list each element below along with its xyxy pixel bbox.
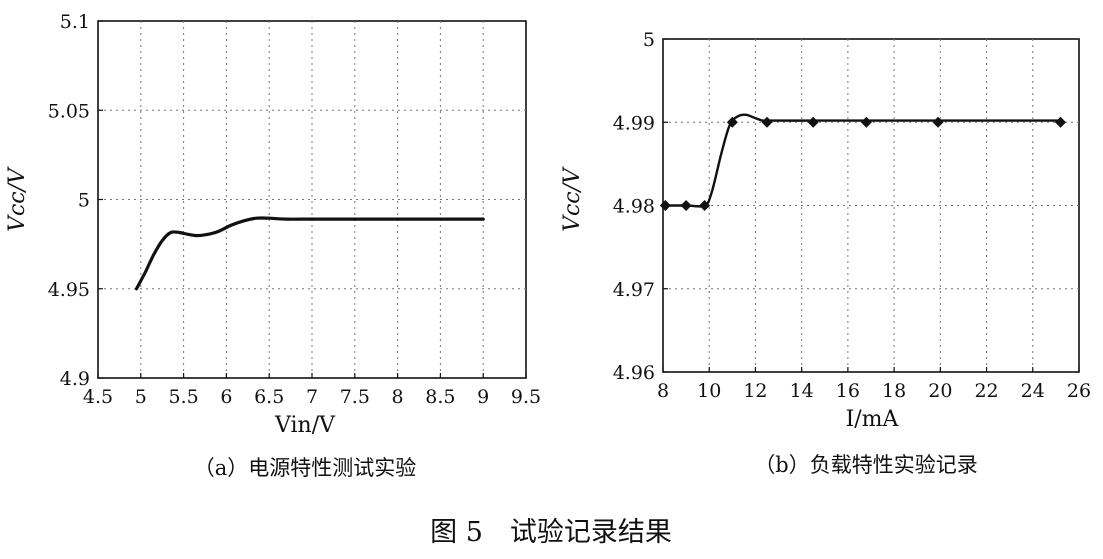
x-tick-label: 10 — [697, 380, 721, 402]
x-tick-label: 7.5 — [340, 386, 370, 408]
chart-a-grid — [97, 20, 527, 379]
data-point-marker — [659, 200, 671, 211]
chart-b-series-line — [665, 113, 1061, 208]
x-tick-label: 9 — [477, 386, 489, 408]
y-tick-label: 5 — [643, 29, 655, 51]
x-tick-label: 9.5 — [511, 386, 541, 408]
y-tick-label: 5 — [78, 190, 90, 212]
x-tick-label: 22 — [974, 380, 998, 402]
x-tick-label: 6 — [220, 386, 232, 408]
data-point-marker — [807, 116, 819, 128]
chart-a-xlabel: Vin/V — [274, 413, 336, 438]
chart-b: 8 10 12 14 16 18 20 22 24 26 4.96 4.97 4.98 4.99 5 Vcc… — [560, 29, 1091, 477]
chart-a: 4.5 5 5.5 6 6.5 7 7.5 8 8.5 9 9.5 4.9 4.95 5 5.05 5.1 V… — [5, 11, 541, 480]
chart-a-plot-frame — [97, 20, 527, 379]
chart-b-caption: （b）负载特性实验记录 — [754, 453, 977, 477]
figure-caption: 图 5 试验记录结果 — [430, 517, 672, 548]
y-tick-label: 4.98 — [613, 196, 655, 218]
x-tick-label: 26 — [1067, 380, 1091, 402]
x-tick-label: 18 — [882, 380, 906, 402]
x-tick-label: 6.5 — [254, 386, 284, 408]
data-point-marker — [680, 200, 692, 211]
x-tick-label: 24 — [1021, 380, 1045, 402]
data-point-marker — [1055, 116, 1067, 128]
chart-b-tick-labels: 8 10 12 14 16 18 20 22 24 26 4.96 4.97 4.98 4.99 5 — [613, 29, 1091, 402]
y-tick-label: 4.96 — [613, 362, 655, 384]
y-tick-label: 4.9 — [60, 368, 90, 390]
data-point-marker — [761, 116, 773, 128]
chart-b-ylabel: Vcc/V — [560, 166, 585, 232]
y-tick-label: 5.1 — [60, 11, 90, 33]
x-tick-label: 14 — [790, 380, 814, 402]
chart-a-series-line — [134, 216, 485, 291]
x-tick-label: 4.5 — [83, 386, 113, 408]
x-tick-label: 12 — [743, 380, 767, 402]
data-point-marker — [699, 200, 711, 211]
data-point-marker — [726, 116, 738, 128]
y-tick-label: 5.05 — [48, 100, 90, 122]
chart-b-xlabel: I/mA — [846, 407, 900, 432]
x-tick-label: 7 — [306, 386, 318, 408]
x-tick-label: 5 — [135, 386, 147, 408]
x-tick-label: 8.5 — [425, 386, 455, 408]
y-tick-label: 4.97 — [613, 279, 655, 301]
x-tick-label: 16 — [836, 380, 860, 402]
x-tick-label: 8 — [657, 380, 669, 402]
chart-a-tick-labels: 4.5 5 5.5 6 6.5 7 7.5 8 8.5 9 9.5 4.9 4.95 5 5.05 5.1 — [48, 11, 541, 408]
x-tick-label: 20 — [928, 380, 952, 402]
chart-b-grid — [662, 38, 1080, 373]
data-point-marker — [932, 116, 944, 128]
data-point-marker — [860, 116, 872, 128]
x-tick-label: 5.5 — [168, 386, 198, 408]
chart-b-markers — [659, 116, 1067, 211]
chart-b-plot-frame — [662, 38, 1080, 373]
y-tick-label: 4.99 — [613, 112, 655, 134]
chart-a-caption: （a）电源特性测试实验 — [194, 456, 417, 480]
chart-a-ylabel: Vcc/V — [5, 166, 30, 232]
x-tick-label: 8 — [392, 386, 404, 408]
y-tick-label: 4.95 — [48, 279, 90, 301]
